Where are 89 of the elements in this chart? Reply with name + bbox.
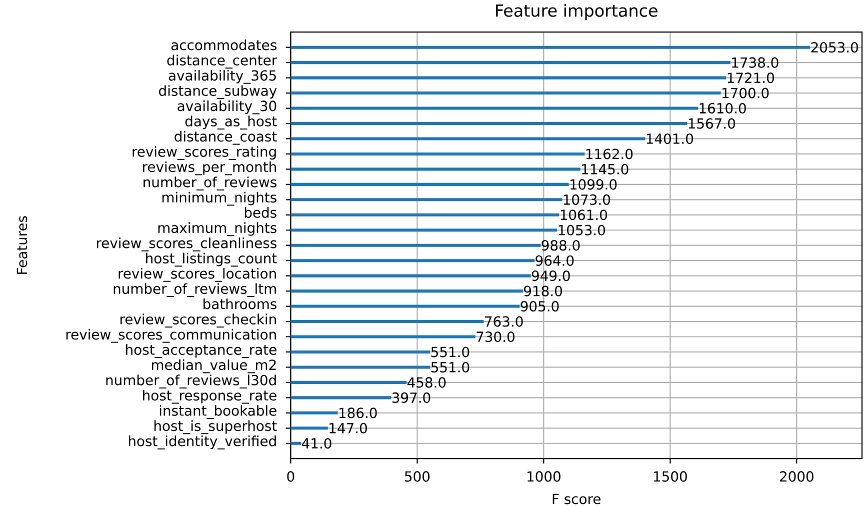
data-label: 1401.0 xyxy=(646,133,694,144)
bar xyxy=(290,259,535,262)
data-label: 1610.0 xyxy=(700,102,746,114)
y-tick-label: distance_center xyxy=(167,54,278,69)
y-tick-label: review_scores_communication xyxy=(66,328,276,343)
bar xyxy=(290,244,541,247)
bar xyxy=(290,320,484,324)
y-tick-label: days_as_host xyxy=(185,116,277,130)
y-tick-label: host_response_rate xyxy=(143,390,276,404)
y-tick-label: number_of_reviews_ltm xyxy=(114,283,276,298)
y-tick-label: host_is_superhost xyxy=(154,420,277,434)
bar xyxy=(290,442,302,445)
y-tick-label: host_acceptance_rate xyxy=(126,344,276,358)
y-tick-label: instant_bookable xyxy=(160,405,276,419)
y-tick-label: availability_365 xyxy=(168,70,276,84)
y-tick-label: distance_coast xyxy=(174,130,277,145)
data-label: 1053.0 xyxy=(558,224,605,236)
y-tick-label: host_identity_verified xyxy=(128,436,276,450)
data-label: 1061.0 xyxy=(560,210,608,220)
bar xyxy=(290,335,476,338)
y-tick-label: review_scores_rating xyxy=(132,146,276,160)
y-tick-label: accommodates xyxy=(171,39,276,50)
y-tick-label: number_of_reviews_l30d xyxy=(106,374,276,388)
bar xyxy=(290,213,560,216)
data-label: 458.0 xyxy=(407,377,446,388)
bar xyxy=(290,228,558,232)
chart-title: Feature importance xyxy=(496,4,658,20)
bar xyxy=(290,46,810,49)
data-label: 730.0 xyxy=(476,331,514,342)
x-tick-label: 0 xyxy=(287,471,294,482)
y-tick-label: maximum_nights xyxy=(158,222,276,236)
data-label: 1567.0 xyxy=(688,118,736,129)
bar xyxy=(290,137,646,140)
y-axis-title: Features xyxy=(16,216,28,274)
data-label: 1721.0 xyxy=(728,72,774,84)
bar xyxy=(290,396,392,400)
bar xyxy=(290,366,430,369)
bar xyxy=(290,290,523,293)
y-tick-label: beds xyxy=(244,207,276,218)
data-label: 964.0 xyxy=(536,255,574,266)
bar xyxy=(290,350,430,354)
y-tick-label: review_scores_cleanliness xyxy=(96,238,276,252)
bar xyxy=(290,168,580,171)
y-tick-label: minimum_nights xyxy=(162,192,276,206)
bar xyxy=(290,304,520,308)
bar xyxy=(290,76,726,80)
bar xyxy=(290,426,328,430)
bar xyxy=(290,152,585,156)
data-label: 2053.0 xyxy=(811,42,858,53)
data-label: 1099.0 xyxy=(570,179,617,190)
y-tick-label: bathrooms xyxy=(204,298,276,310)
bar xyxy=(290,92,721,95)
y-tick-label: availability_30 xyxy=(178,100,276,114)
y-tick-label: distance_subway xyxy=(159,85,277,100)
bar xyxy=(290,198,562,202)
y-tick-label: review_scores_location xyxy=(118,268,276,282)
data-label: 1073.0 xyxy=(564,194,610,205)
data-label: 1162.0 xyxy=(586,148,633,160)
data-label: 41.0 xyxy=(302,438,332,449)
y-tick-label: reviews_per_month xyxy=(143,161,276,176)
data-label: 551.0 xyxy=(431,362,470,372)
data-label: 1700.0 xyxy=(722,88,769,98)
data-label: 397.0 xyxy=(392,392,430,403)
data-label: 988.0 xyxy=(542,240,580,251)
data-label: 949.0 xyxy=(532,270,570,282)
data-label: 186.0 xyxy=(339,408,377,418)
bar xyxy=(290,411,338,414)
bar xyxy=(290,380,407,384)
bar xyxy=(290,182,569,186)
y-tick-label: median_value_m2 xyxy=(152,359,276,374)
bar xyxy=(290,106,698,110)
x-tick-label: 1000 xyxy=(528,471,560,482)
data-label: 905.0 xyxy=(520,301,559,312)
data-label: 1738.0 xyxy=(732,57,778,68)
data-label: 551.0 xyxy=(431,346,470,358)
data-label: 763.0 xyxy=(485,316,523,327)
data-label: 918.0 xyxy=(524,286,562,296)
x-tick-label: 500 xyxy=(405,471,430,482)
bar xyxy=(290,274,531,278)
x-tick-label: 2000 xyxy=(780,471,814,482)
y-tick-label: host_listings_count xyxy=(146,252,277,267)
data-label: 1145.0 xyxy=(582,164,628,174)
bar xyxy=(290,122,688,126)
x-tick-label: 1500 xyxy=(654,471,687,482)
data-label: 147.0 xyxy=(330,422,367,434)
y-tick-label: number_of_reviews xyxy=(144,176,276,190)
y-tick-label: review_scores_checkin xyxy=(120,314,276,328)
bar xyxy=(290,61,730,64)
x-axis-title: F score xyxy=(552,494,600,504)
